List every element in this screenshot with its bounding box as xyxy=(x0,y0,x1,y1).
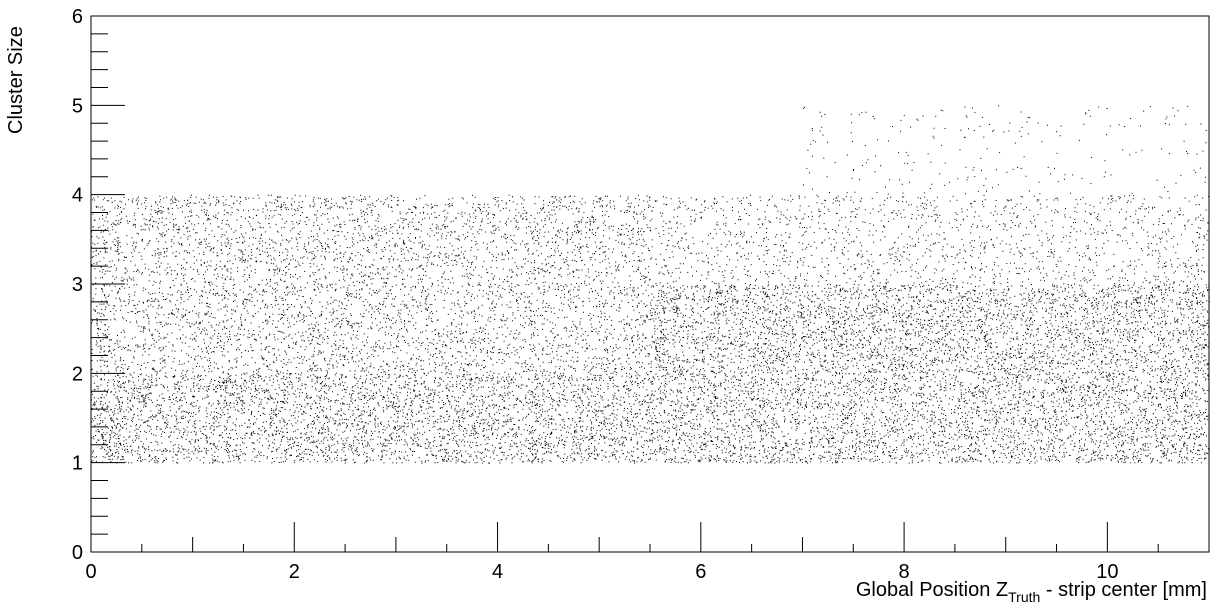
y-tick-label: 5 xyxy=(72,95,83,117)
y-tick-label: 2 xyxy=(72,363,83,385)
x-tick-label: 2 xyxy=(289,561,300,583)
x-axis-label: Global Position ZTruth - strip center [m… xyxy=(856,579,1207,605)
x-tick-label: 0 xyxy=(85,561,96,583)
x-tick-label: 6 xyxy=(695,561,706,583)
y-tick-label: 6 xyxy=(72,6,83,28)
scatter-points xyxy=(91,105,1210,463)
y-axis-label: Cluster Size xyxy=(5,26,27,134)
y-tick-label: 1 xyxy=(72,453,83,475)
y-tick-label: 3 xyxy=(72,274,83,296)
x-tick-label: 4 xyxy=(492,561,503,583)
y-tick-label: 0 xyxy=(72,542,83,564)
data-points xyxy=(91,105,1210,463)
y-tick-label: 4 xyxy=(72,185,83,207)
